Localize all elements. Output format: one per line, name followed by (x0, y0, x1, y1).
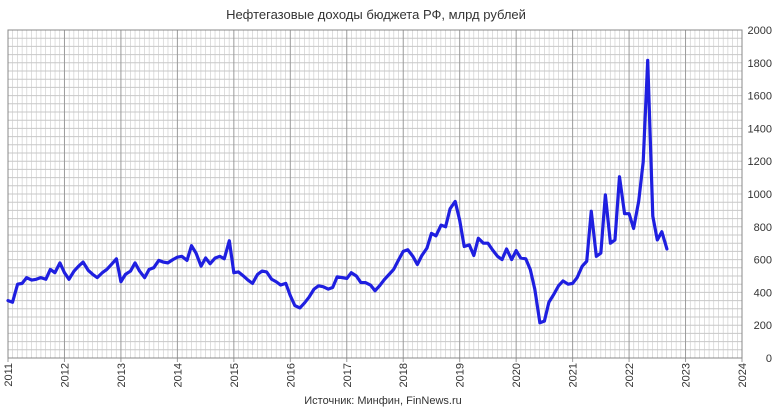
x-tick-label: 2012 (59, 363, 71, 387)
x-tick-label: 2019 (455, 363, 467, 387)
x-tick-label: 2017 (342, 363, 354, 387)
y-tick-label: 1200 (748, 156, 772, 168)
y-tick-label: 2000 (748, 25, 772, 37)
y-tick-label: 800 (754, 222, 772, 234)
x-tick-label: 2016 (285, 363, 297, 387)
x-tick-label: 2011 (3, 363, 15, 387)
x-tick-label: 2013 (116, 363, 128, 387)
x-tick-label: 2024 (737, 363, 749, 387)
y-tick-labels: 0 200 400 600 800 1000 1200 1400 1600 1800 2000 (748, 25, 772, 365)
y-tick-label: 1600 (748, 91, 772, 103)
x-tick-label: 2018 (398, 363, 410, 387)
x-tick-label: 2023 (681, 363, 693, 387)
source-note: Источник: Минфин, FinNews.ru (304, 395, 461, 407)
y-tick-label: 600 (754, 255, 772, 267)
chart-title: Нефтегазовые доходы бюджета РФ, млрд руб… (226, 7, 526, 22)
y-tick-label: 400 (754, 287, 772, 299)
plot-frame (7, 29, 743, 359)
x-tick-label: 2021 (568, 363, 580, 387)
x-tick-labels: 2011 2012 2013 2014 2015 2016 2017 2018 2019 2020… (3, 363, 749, 387)
x-tick-label: 2015 (229, 363, 241, 387)
y-tick-label: 1400 (748, 123, 772, 135)
y-tick-label: 1800 (748, 58, 772, 70)
y-tick-label: 1000 (748, 189, 772, 201)
axes (7, 29, 743, 359)
x-tick-label: 2020 (511, 363, 523, 387)
x-tick-label: 2022 (624, 363, 636, 387)
y-tick-label: 200 (754, 320, 772, 332)
series-layer (6, 58, 669, 325)
series-line-0 (6, 58, 669, 325)
grid (7, 29, 743, 362)
x-tick-label: 2014 (172, 363, 184, 387)
y-tick-label: 0 (766, 353, 772, 365)
